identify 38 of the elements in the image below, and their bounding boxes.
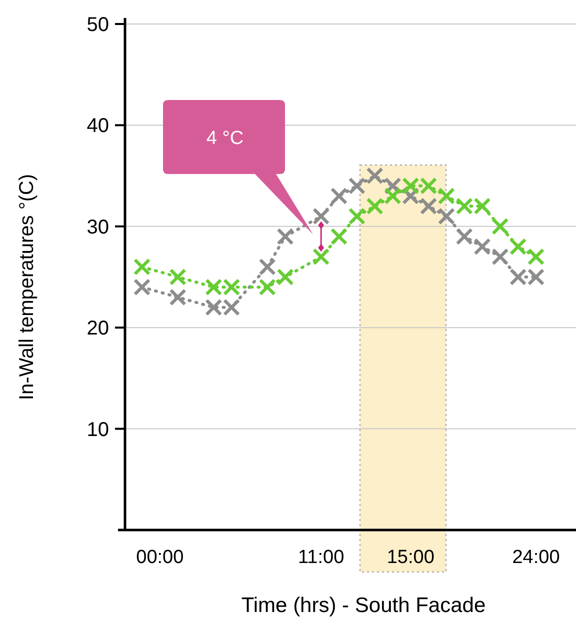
point [276,228,294,246]
point [169,288,186,306]
x-tick-label: 11:00 [298,547,344,568]
y-tick-label: 20 [86,318,109,340]
point [312,248,330,266]
x-tick-label: 00:00 [136,547,184,568]
x-axis-title: Time (hrs) - South Facade [241,594,486,617]
point [527,248,545,266]
point [509,238,527,256]
x-tick-label: 15:00 [386,547,434,568]
point [312,208,330,225]
point [330,187,348,205]
point [133,258,151,276]
point [348,208,366,225]
y-tick-label: 40 [86,115,109,138]
point [420,198,438,215]
point [258,258,276,276]
point [366,198,384,215]
point [492,218,509,235]
point [330,228,348,246]
point [366,167,384,184]
y-tick-label: 50 [86,14,109,36]
annotation: 4 °C [206,128,244,149]
point [258,278,276,296]
point [492,248,509,266]
point [384,187,402,205]
x-tick-label: 24:00 [512,547,560,568]
y-tick-label: 30 [86,216,109,238]
y-axis-title: In-Wall temperatures °(C) [16,174,38,400]
y-tick-label: 10 [86,418,109,441]
point [133,278,151,296]
point [438,187,456,205]
point [276,268,294,286]
point [456,228,473,246]
point [348,177,366,195]
point [474,238,491,256]
point [169,268,186,286]
point [438,208,456,225]
